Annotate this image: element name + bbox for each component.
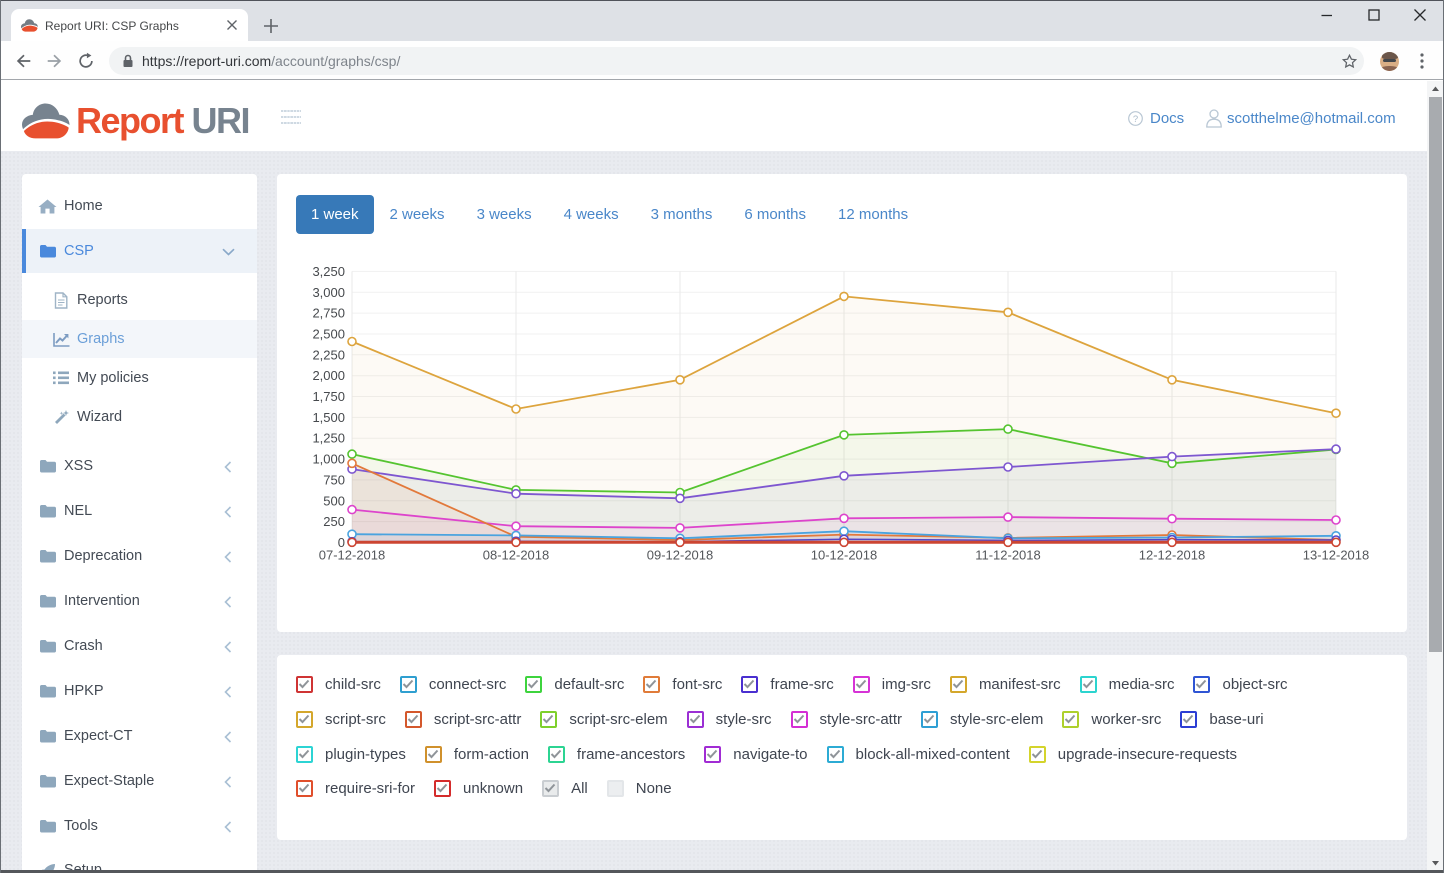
svg-text:07-12-2018: 07-12-2018 xyxy=(319,548,386,563)
svg-text:1,000: 1,000 xyxy=(312,452,345,467)
svg-text:1,250: 1,250 xyxy=(312,431,345,446)
svg-text:13-12-2018: 13-12-2018 xyxy=(1303,548,1370,563)
svg-text:12-12-2018: 12-12-2018 xyxy=(1139,548,1206,563)
svg-text:0: 0 xyxy=(338,535,345,550)
svg-text:08-12-2018: 08-12-2018 xyxy=(483,548,550,563)
svg-text:2,250: 2,250 xyxy=(312,347,345,362)
svg-text:3,000: 3,000 xyxy=(312,285,345,300)
svg-text:10-12-2018: 10-12-2018 xyxy=(811,548,878,563)
svg-text:09-12-2018: 09-12-2018 xyxy=(647,548,714,563)
svg-text:1,500: 1,500 xyxy=(312,410,345,425)
svg-text:2,750: 2,750 xyxy=(312,306,345,321)
svg-text:3,250: 3,250 xyxy=(312,264,345,279)
svg-text:500: 500 xyxy=(323,493,345,508)
svg-text:?: ? xyxy=(1133,114,1138,125)
svg-text:2,500: 2,500 xyxy=(312,327,345,342)
svg-text:11-12-2018: 11-12-2018 xyxy=(975,548,1041,563)
svg-text:2,000: 2,000 xyxy=(312,368,345,383)
svg-text:250: 250 xyxy=(323,514,345,529)
svg-text:750: 750 xyxy=(323,472,345,487)
svg-text:1,750: 1,750 xyxy=(312,389,345,404)
